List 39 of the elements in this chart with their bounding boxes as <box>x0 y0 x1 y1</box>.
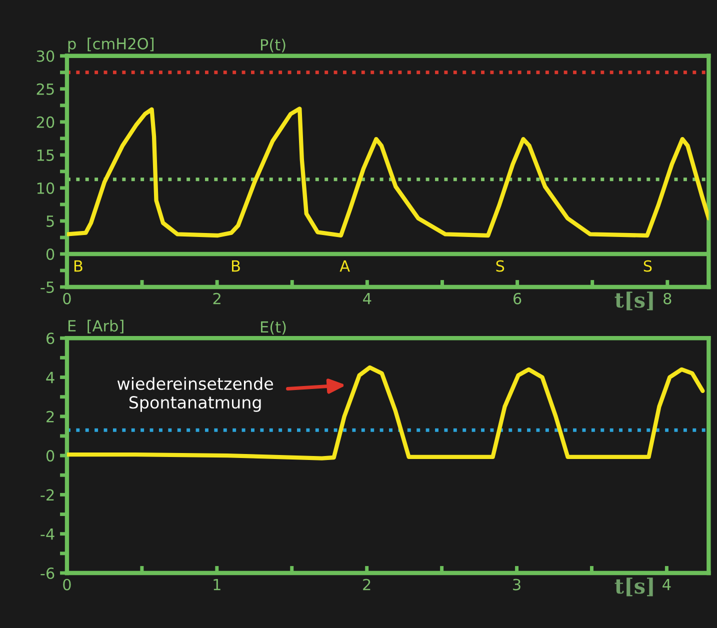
y-tick-label: -5 <box>40 282 54 294</box>
annotation: wiedereinsetzende Spontanatmung <box>117 377 273 412</box>
x-tick-label: 8 <box>664 292 672 304</box>
y-tick-label: 15 <box>37 150 54 161</box>
y-tick-label: 5 <box>46 216 54 227</box>
x-axis-title: t[s] <box>614 578 653 596</box>
x-tick-label: 6 <box>514 292 522 304</box>
annotation: S <box>496 260 504 272</box>
y-tick-label: -4 <box>40 528 54 540</box>
annotation: S <box>644 260 652 272</box>
annotation: B <box>232 260 240 272</box>
y-tick-label: 30 <box>36 50 54 62</box>
y-tick-label: 4 <box>46 372 54 384</box>
x-tick-label: 2 <box>213 292 220 304</box>
x-tick-label: 3 <box>513 578 520 590</box>
y-tick-label: -6 <box>40 567 54 580</box>
y-tick-label: 0 <box>46 248 54 260</box>
x-tick-label: 1 <box>214 579 220 590</box>
x-axis-title: t[s] <box>614 292 653 310</box>
line-series <box>66 365 705 460</box>
x-tick-label: 0 <box>63 292 71 304</box>
y-tick-label: 2 <box>46 410 54 422</box>
y-tick-label: 6 <box>46 332 54 344</box>
y-tick-label: 10 <box>37 182 54 194</box>
x-tick-label: 2 <box>363 578 370 590</box>
y-axis-title: p [cmH2O] <box>68 38 154 52</box>
line-series <box>66 106 709 238</box>
chart-title: P(t) <box>260 38 286 52</box>
annotation: A <box>340 260 350 272</box>
x-tick-label: 4 <box>363 293 372 304</box>
x-tick-label: 4 <box>662 579 671 590</box>
y-axis-title: E [Arb] <box>68 320 124 334</box>
chart-title: E(t) <box>260 320 286 335</box>
y-tick-label: 0 <box>46 450 54 462</box>
y-tick-label: 20 <box>36 116 54 128</box>
y-tick-label: 25 <box>36 83 54 95</box>
y-tick-label: -2 <box>40 489 54 500</box>
x-tick-label: 0 <box>63 578 71 590</box>
annotation: B <box>74 260 82 272</box>
